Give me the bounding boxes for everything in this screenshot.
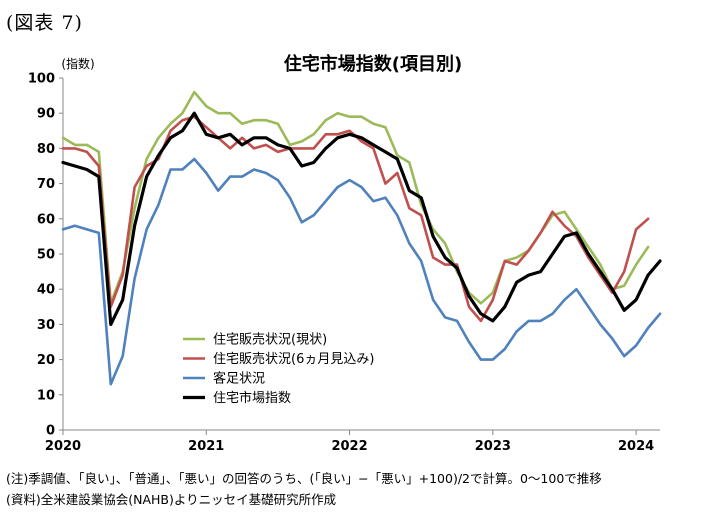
x-tick-label: 2021 <box>188 439 224 454</box>
y-tick-label: 90 <box>37 107 55 122</box>
series-layer <box>61 90 662 386</box>
chart-title: 住宅市場指数(項目別) <box>284 53 462 75</box>
series-line-0 <box>61 90 650 305</box>
series-line-3 <box>61 111 662 326</box>
legend-label-2: 客足状況 <box>213 371 265 387</box>
y-tick-label: 60 <box>37 212 55 227</box>
axes: 0 10 20 30 40 50 60 70 80 90 100 2020 2021 2022 2023 20… <box>28 72 660 454</box>
figure-label: (図表 7) <box>6 12 83 34</box>
y-tick-label: 10 <box>37 388 55 403</box>
y-axis-label: (指数) <box>61 56 94 71</box>
footnote-method: (注)季調値、「良い」、「普通」、「悪い」の回答のうち、(「良い」−「悪い」+1… <box>6 471 602 486</box>
y-tick-label: 70 <box>37 177 55 192</box>
y-tick-label: 30 <box>37 318 55 333</box>
y-tick-label: 100 <box>28 72 55 87</box>
y-tick-label: 40 <box>37 283 55 298</box>
y-tick-label: 0 <box>46 424 55 439</box>
x-tick-label: 2022 <box>331 439 367 454</box>
legend-label-0: 住宅販売状況(現状) <box>213 332 327 348</box>
footnote-source: (資料)全米建設業協会(NAHB)よりニッセイ基礎研究所作成 <box>6 492 337 507</box>
legend-label-1: 住宅販売状況(6ヵ月見込み) <box>213 351 374 367</box>
legend-label-3: 住宅市場指数 <box>213 390 291 406</box>
x-tick-label: 2023 <box>475 439 511 454</box>
y-tick-label: 20 <box>37 353 55 368</box>
y-tick-label: 50 <box>37 248 55 263</box>
series-line-2 <box>61 157 662 386</box>
y-tick-label: 80 <box>37 142 55 157</box>
x-tick-label: 2024 <box>618 439 654 454</box>
line-chart: 住宅市場指数(項目別) (指数) 0 10 20 30 40 50 60 70 80 90 100 2… <box>28 53 662 454</box>
x-tick-label: 2020 <box>45 439 81 454</box>
